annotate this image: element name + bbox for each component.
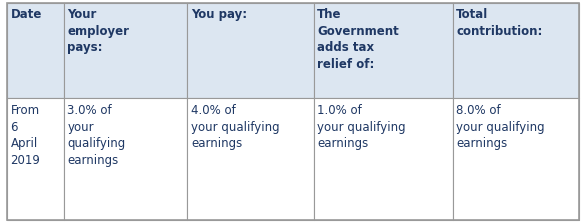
- Text: The
Government
adds tax
relief of:: The Government adds tax relief of:: [317, 8, 399, 71]
- Text: Date: Date: [11, 8, 42, 21]
- Text: 1.0% of
your qualifying
earnings: 1.0% of your qualifying earnings: [317, 104, 406, 150]
- Text: Your
employer
pays:: Your employer pays:: [67, 8, 130, 54]
- Bar: [7, 3, 64, 98]
- Text: 8.0% of
your qualifying
earnings: 8.0% of your qualifying earnings: [456, 104, 545, 150]
- Text: Total
contribution:: Total contribution:: [456, 8, 543, 38]
- Bar: [64, 3, 188, 98]
- Bar: [453, 98, 579, 220]
- Bar: [188, 3, 314, 98]
- Bar: [188, 98, 314, 220]
- Text: 4.0% of
your qualifying
earnings: 4.0% of your qualifying earnings: [191, 104, 280, 150]
- Bar: [7, 98, 64, 220]
- Bar: [64, 98, 188, 220]
- Bar: [314, 98, 453, 220]
- Bar: [453, 3, 579, 98]
- Bar: [314, 3, 453, 98]
- Text: 3.0% of
your
qualifying
earnings: 3.0% of your qualifying earnings: [67, 104, 125, 167]
- Text: From
6
April
2019: From 6 April 2019: [11, 104, 40, 167]
- Text: You pay:: You pay:: [191, 8, 247, 21]
